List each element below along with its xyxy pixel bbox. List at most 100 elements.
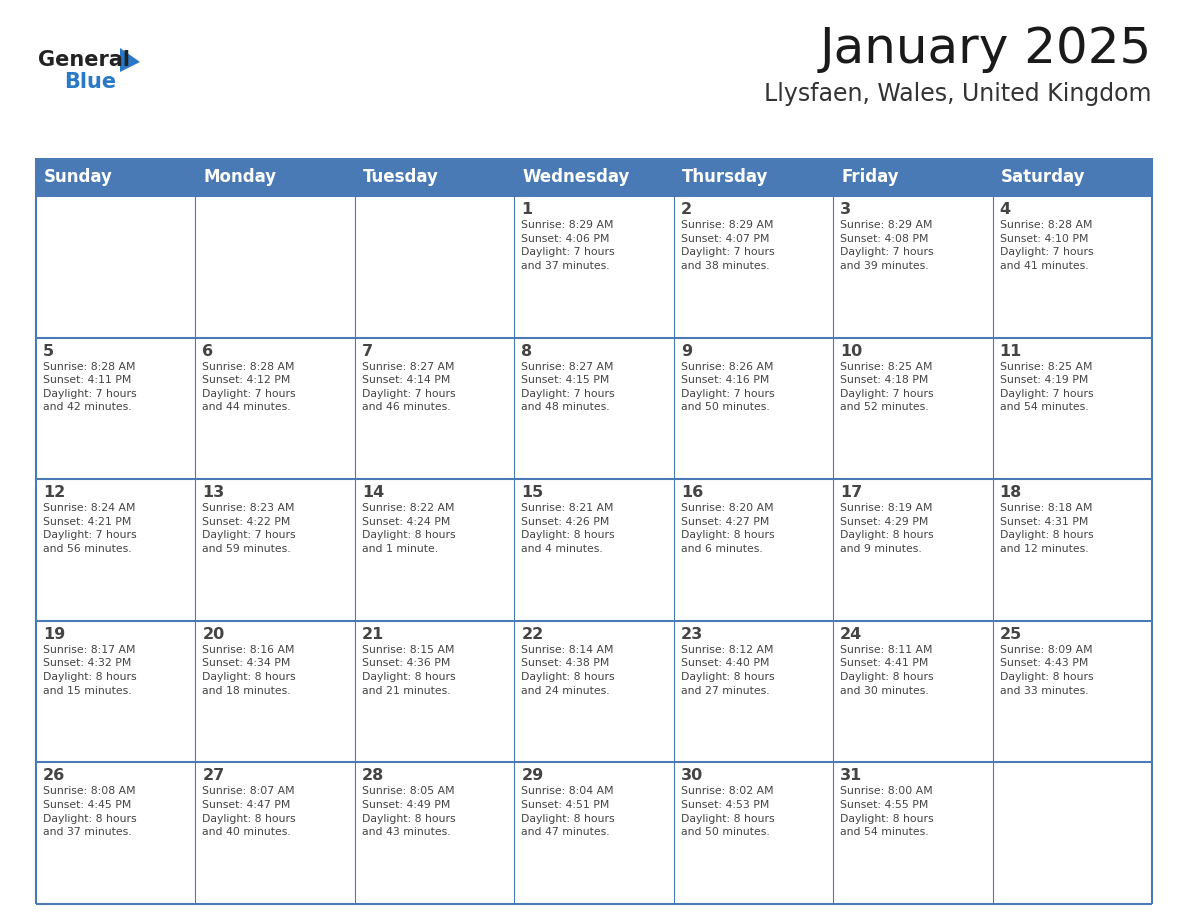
Bar: [992, 196, 1152, 338]
Text: Sunrise: 8:08 AM
Sunset: 4:45 PM
Daylight: 8 hours
and 37 minutes.: Sunrise: 8:08 AM Sunset: 4:45 PM Dayligh…: [43, 787, 137, 837]
Bar: [355, 763, 514, 904]
Bar: [196, 479, 355, 621]
Text: 29: 29: [522, 768, 544, 783]
Text: Sunrise: 8:07 AM
Sunset: 4:47 PM
Daylight: 8 hours
and 40 minutes.: Sunrise: 8:07 AM Sunset: 4:47 PM Dayligh…: [202, 787, 296, 837]
Text: Sunrise: 8:28 AM
Sunset: 4:12 PM
Daylight: 7 hours
and 44 minutes.: Sunrise: 8:28 AM Sunset: 4:12 PM Dayligh…: [202, 362, 296, 412]
Bar: [992, 338, 1152, 479]
Text: 10: 10: [840, 343, 862, 359]
Text: Sunrise: 8:23 AM
Sunset: 4:22 PM
Daylight: 7 hours
and 59 minutes.: Sunrise: 8:23 AM Sunset: 4:22 PM Dayligh…: [202, 503, 296, 554]
Bar: [674, 621, 833, 763]
Text: 20: 20: [202, 627, 225, 642]
Text: 9: 9: [681, 343, 691, 359]
Text: 5: 5: [43, 343, 55, 359]
Text: 6: 6: [202, 343, 214, 359]
Bar: [674, 763, 833, 904]
Bar: [36, 196, 196, 338]
Bar: [355, 621, 514, 763]
Text: 4: 4: [999, 202, 1011, 217]
Bar: [992, 763, 1152, 904]
Text: Sunrise: 8:29 AM
Sunset: 4:06 PM
Daylight: 7 hours
and 37 minutes.: Sunrise: 8:29 AM Sunset: 4:06 PM Dayligh…: [522, 220, 615, 271]
Text: Sunrise: 8:29 AM
Sunset: 4:08 PM
Daylight: 7 hours
and 39 minutes.: Sunrise: 8:29 AM Sunset: 4:08 PM Dayligh…: [840, 220, 934, 271]
Bar: [833, 479, 992, 621]
Text: Thursday: Thursday: [682, 168, 769, 186]
Bar: [355, 479, 514, 621]
Text: Sunrise: 8:16 AM
Sunset: 4:34 PM
Daylight: 8 hours
and 18 minutes.: Sunrise: 8:16 AM Sunset: 4:34 PM Dayligh…: [202, 644, 296, 696]
Text: Sunrise: 8:17 AM
Sunset: 4:32 PM
Daylight: 8 hours
and 15 minutes.: Sunrise: 8:17 AM Sunset: 4:32 PM Dayligh…: [43, 644, 137, 696]
Bar: [36, 621, 196, 763]
Text: 31: 31: [840, 768, 862, 783]
Text: 27: 27: [202, 768, 225, 783]
Text: Sunrise: 8:20 AM
Sunset: 4:27 PM
Daylight: 8 hours
and 6 minutes.: Sunrise: 8:20 AM Sunset: 4:27 PM Dayligh…: [681, 503, 775, 554]
Bar: [514, 196, 674, 338]
Bar: [674, 479, 833, 621]
Text: 26: 26: [43, 768, 65, 783]
Text: 13: 13: [202, 486, 225, 500]
Text: Sunrise: 8:27 AM
Sunset: 4:15 PM
Daylight: 7 hours
and 48 minutes.: Sunrise: 8:27 AM Sunset: 4:15 PM Dayligh…: [522, 362, 615, 412]
Bar: [36, 763, 196, 904]
Bar: [833, 763, 992, 904]
Text: 24: 24: [840, 627, 862, 642]
Text: Sunrise: 8:29 AM
Sunset: 4:07 PM
Daylight: 7 hours
and 38 minutes.: Sunrise: 8:29 AM Sunset: 4:07 PM Dayligh…: [681, 220, 775, 271]
Bar: [833, 338, 992, 479]
Text: 14: 14: [362, 486, 384, 500]
Text: Sunrise: 8:21 AM
Sunset: 4:26 PM
Daylight: 8 hours
and 4 minutes.: Sunrise: 8:21 AM Sunset: 4:26 PM Dayligh…: [522, 503, 615, 554]
Bar: [992, 479, 1152, 621]
Bar: [36, 479, 196, 621]
Text: Sunrise: 8:27 AM
Sunset: 4:14 PM
Daylight: 7 hours
and 46 minutes.: Sunrise: 8:27 AM Sunset: 4:14 PM Dayligh…: [362, 362, 455, 412]
Text: Sunrise: 8:15 AM
Sunset: 4:36 PM
Daylight: 8 hours
and 21 minutes.: Sunrise: 8:15 AM Sunset: 4:36 PM Dayligh…: [362, 644, 455, 696]
Text: 15: 15: [522, 486, 544, 500]
Text: 7: 7: [362, 343, 373, 359]
Text: Sunday: Sunday: [44, 168, 113, 186]
Text: Sunrise: 8:28 AM
Sunset: 4:10 PM
Daylight: 7 hours
and 41 minutes.: Sunrise: 8:28 AM Sunset: 4:10 PM Dayligh…: [999, 220, 1093, 271]
Text: 12: 12: [43, 486, 65, 500]
Bar: [514, 479, 674, 621]
Text: 30: 30: [681, 768, 703, 783]
Text: Sunrise: 8:04 AM
Sunset: 4:51 PM
Daylight: 8 hours
and 47 minutes.: Sunrise: 8:04 AM Sunset: 4:51 PM Dayligh…: [522, 787, 615, 837]
Text: January 2025: January 2025: [820, 25, 1152, 73]
Text: Sunrise: 8:11 AM
Sunset: 4:41 PM
Daylight: 8 hours
and 30 minutes.: Sunrise: 8:11 AM Sunset: 4:41 PM Dayligh…: [840, 644, 934, 696]
Text: 17: 17: [840, 486, 862, 500]
Text: Sunrise: 8:00 AM
Sunset: 4:55 PM
Daylight: 8 hours
and 54 minutes.: Sunrise: 8:00 AM Sunset: 4:55 PM Dayligh…: [840, 787, 934, 837]
Text: 2: 2: [681, 202, 691, 217]
Text: Tuesday: Tuesday: [362, 168, 438, 186]
Bar: [833, 196, 992, 338]
Bar: [355, 196, 514, 338]
Text: 19: 19: [43, 627, 65, 642]
Text: Blue: Blue: [64, 72, 116, 92]
Text: Friday: Friday: [841, 168, 899, 186]
Text: 1: 1: [522, 202, 532, 217]
Bar: [196, 621, 355, 763]
Text: Sunrise: 8:25 AM
Sunset: 4:19 PM
Daylight: 7 hours
and 54 minutes.: Sunrise: 8:25 AM Sunset: 4:19 PM Dayligh…: [999, 362, 1093, 412]
Bar: [992, 621, 1152, 763]
Text: Sunrise: 8:25 AM
Sunset: 4:18 PM
Daylight: 7 hours
and 52 minutes.: Sunrise: 8:25 AM Sunset: 4:18 PM Dayligh…: [840, 362, 934, 412]
Bar: [196, 196, 355, 338]
Bar: [674, 338, 833, 479]
Text: Sunrise: 8:28 AM
Sunset: 4:11 PM
Daylight: 7 hours
and 42 minutes.: Sunrise: 8:28 AM Sunset: 4:11 PM Dayligh…: [43, 362, 137, 412]
Text: 22: 22: [522, 627, 544, 642]
Bar: [514, 621, 674, 763]
Bar: [355, 338, 514, 479]
Text: 28: 28: [362, 768, 384, 783]
Text: Monday: Monday: [203, 168, 277, 186]
Text: 3: 3: [840, 202, 852, 217]
Text: Sunrise: 8:18 AM
Sunset: 4:31 PM
Daylight: 8 hours
and 12 minutes.: Sunrise: 8:18 AM Sunset: 4:31 PM Dayligh…: [999, 503, 1093, 554]
Text: Sunrise: 8:22 AM
Sunset: 4:24 PM
Daylight: 8 hours
and 1 minute.: Sunrise: 8:22 AM Sunset: 4:24 PM Dayligh…: [362, 503, 455, 554]
Bar: [674, 196, 833, 338]
Bar: [196, 338, 355, 479]
Text: 25: 25: [999, 627, 1022, 642]
Text: 11: 11: [999, 343, 1022, 359]
Text: Sunrise: 8:19 AM
Sunset: 4:29 PM
Daylight: 8 hours
and 9 minutes.: Sunrise: 8:19 AM Sunset: 4:29 PM Dayligh…: [840, 503, 934, 554]
Text: Sunrise: 8:12 AM
Sunset: 4:40 PM
Daylight: 8 hours
and 27 minutes.: Sunrise: 8:12 AM Sunset: 4:40 PM Dayligh…: [681, 644, 775, 696]
Text: 21: 21: [362, 627, 384, 642]
Bar: [514, 763, 674, 904]
Text: Sunrise: 8:09 AM
Sunset: 4:43 PM
Daylight: 8 hours
and 33 minutes.: Sunrise: 8:09 AM Sunset: 4:43 PM Dayligh…: [999, 644, 1093, 696]
Text: Sunrise: 8:14 AM
Sunset: 4:38 PM
Daylight: 8 hours
and 24 minutes.: Sunrise: 8:14 AM Sunset: 4:38 PM Dayligh…: [522, 644, 615, 696]
Bar: [514, 338, 674, 479]
Text: Sunrise: 8:02 AM
Sunset: 4:53 PM
Daylight: 8 hours
and 50 minutes.: Sunrise: 8:02 AM Sunset: 4:53 PM Dayligh…: [681, 787, 775, 837]
Text: Llysfaen, Wales, United Kingdom: Llysfaen, Wales, United Kingdom: [765, 82, 1152, 106]
Polygon shape: [120, 48, 140, 72]
Text: 18: 18: [999, 486, 1022, 500]
Text: Sunrise: 8:24 AM
Sunset: 4:21 PM
Daylight: 7 hours
and 56 minutes.: Sunrise: 8:24 AM Sunset: 4:21 PM Dayligh…: [43, 503, 137, 554]
Text: 16: 16: [681, 486, 703, 500]
Text: Saturday: Saturday: [1000, 168, 1085, 186]
